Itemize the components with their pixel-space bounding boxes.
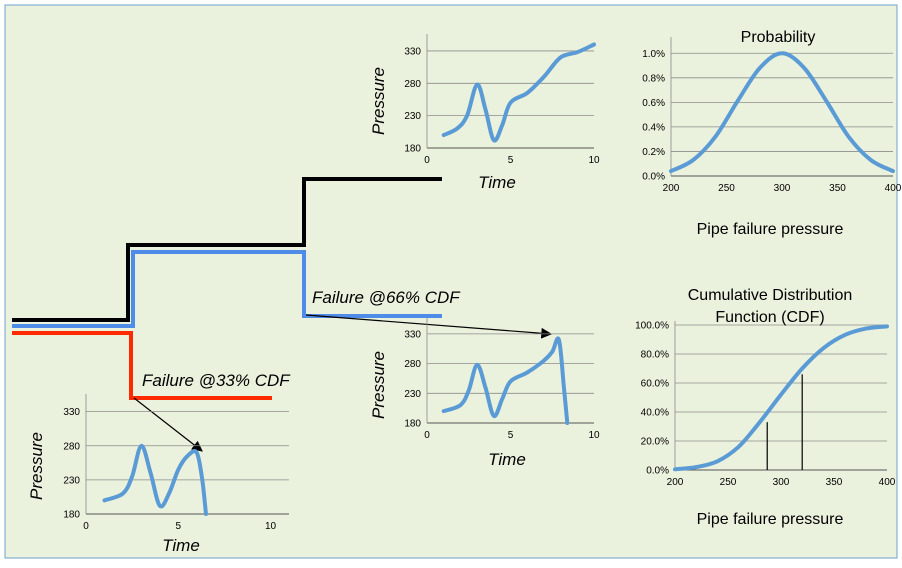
arrow-33-failure — [133, 397, 203, 452]
y-tick-label: 330 — [63, 407, 80, 418]
probability-xlabel: Pipe failure pressure — [697, 221, 844, 238]
series-line — [441, 336, 570, 425]
x-tick-label: 0 — [83, 521, 89, 532]
pressure-mid-xlabel: Time — [488, 450, 526, 469]
diagram-background — [4, 4, 898, 559]
pressure-mid-ylabel: Pressure — [369, 351, 388, 419]
y-tick-label: 230 — [63, 475, 80, 486]
series-line — [102, 443, 208, 516]
chart-pressure-top: 180 230 280 330 0 5 10 — [404, 34, 600, 166]
x-tick-label: 10 — [265, 521, 277, 532]
y-tick-label: 180 — [404, 144, 421, 155]
pressure-bottom-ylabel: Pressure — [27, 432, 46, 500]
pressure-top-ylabel: Pressure — [369, 67, 388, 135]
x-tick-label: 5 — [508, 155, 514, 166]
x-tick-label: 300 — [773, 477, 790, 488]
y-tick-label: 20.0% — [641, 437, 669, 448]
y-tick-label: 0.2% — [642, 147, 665, 158]
y-tick-label: 60.0% — [641, 379, 669, 390]
chart-probability: 0.0% 0.2% 0.4% 0.6% 0.8% 1.0% 200 250 300 350 400 — [642, 37, 902, 194]
y-tick-label: 230 — [404, 389, 421, 400]
failure-66-label: Failure @66% CDF — [312, 288, 461, 307]
y-tick-label: 0.4% — [642, 122, 665, 133]
y-tick-label: 230 — [404, 111, 421, 122]
blue-step-line — [12, 250, 442, 328]
x-tick-label: 10 — [588, 430, 600, 441]
y-tick-label: 180 — [63, 510, 80, 521]
y-tick-label: 80.0% — [641, 350, 669, 361]
chart-pressure-bottom: 180 230 280 330 0 5 10 — [63, 394, 289, 532]
y-tick-label: 280 — [404, 79, 421, 90]
x-tick-label: 250 — [720, 477, 737, 488]
red-step-line — [12, 331, 272, 400]
pressure-top-xlabel: Time — [478, 173, 516, 192]
cdf-title-line1: Cumulative Distribution — [688, 287, 853, 304]
x-tick-label: 400 — [885, 183, 902, 194]
x-tick-label: 200 — [663, 183, 680, 194]
series-line — [441, 42, 596, 143]
y-tick-label: 330 — [404, 46, 421, 57]
chart-cdf: 0.0% 20.0% 40.0% 60.0% 80.0% 100.0% 200 250 300 3… — [635, 321, 896, 489]
x-tick-label: 0 — [424, 155, 430, 166]
y-tick-label: 280 — [404, 359, 421, 370]
cdf-xlabel: Pipe failure pressure — [697, 511, 844, 528]
x-tick-label: 300 — [774, 183, 791, 194]
y-tick-label: 100.0% — [635, 321, 669, 332]
y-tick-label: 1.0% — [642, 49, 665, 60]
chart-pressure-mid: 180 230 280 330 0 5 10 — [404, 318, 600, 441]
x-tick-label: 250 — [718, 183, 735, 194]
cdf-title-line2: Function (CDF) — [715, 309, 824, 326]
x-tick-label: 5 — [175, 521, 181, 532]
x-tick-label: 200 — [667, 477, 684, 488]
y-tick-label: 280 — [63, 441, 80, 452]
y-tick-label: 0.0% — [646, 466, 669, 477]
x-tick-label: 350 — [826, 477, 843, 488]
x-tick-label: 400 — [879, 477, 896, 488]
black-step-line — [12, 177, 442, 322]
series-line — [669, 51, 895, 174]
y-tick-label: 180 — [404, 419, 421, 430]
y-tick-label: 330 — [404, 329, 421, 340]
y-tick-label: 0.0% — [642, 172, 665, 183]
failure-33-label: Failure @33% CDF — [142, 371, 291, 390]
series-line — [673, 324, 889, 472]
x-tick-label: 10 — [588, 155, 600, 166]
y-tick-label: 0.6% — [642, 98, 665, 109]
arrow-66-failure — [305, 314, 553, 339]
pressure-bottom-xlabel: Time — [162, 536, 200, 555]
y-tick-label: 40.0% — [641, 408, 669, 419]
y-tick-label: 0.8% — [642, 73, 665, 84]
x-tick-label: 5 — [508, 430, 514, 441]
probability-title: Probability — [741, 29, 816, 46]
x-tick-label: 350 — [829, 183, 846, 194]
x-tick-label: 0 — [424, 430, 430, 441]
